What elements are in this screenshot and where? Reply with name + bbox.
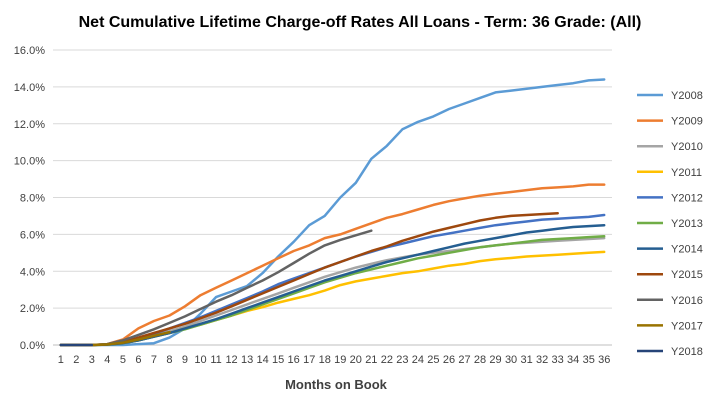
- legend: Y2008 Y2009 Y2010 Y2011 Y2012 Y2013 Y2014 Y2015…: [637, 90, 703, 358]
- x-tick-label: 1: [58, 354, 64, 366]
- legend-label: Y2014: [671, 244, 703, 256]
- x-tick-label: 5: [120, 354, 126, 366]
- legend-label: Y2012: [671, 192, 703, 204]
- y-tick-label: 2.0%: [20, 303, 45, 315]
- legend-label: Y2010: [671, 141, 703, 153]
- gridlines: [53, 49, 612, 309]
- x-tick-label: 27: [458, 354, 470, 366]
- x-tick-label: 10: [194, 354, 206, 366]
- x-tick-label: 20: [350, 354, 362, 366]
- x-tick-label: 19: [334, 354, 346, 366]
- series-line-y2008: [59, 78, 606, 347]
- y-tick-label: 10.0%: [14, 156, 45, 168]
- x-tick-label: 9: [182, 354, 188, 366]
- x-tick-label: 34: [567, 354, 579, 366]
- legend-label: Y2011: [671, 167, 702, 179]
- y-axis-tick-labels: 0.0% 2.0% 4.0% 6.0% 8.0% 10.0% 12.0% 14.0% 16.0%: [14, 45, 45, 352]
- x-tick-label: 33: [552, 354, 564, 366]
- y-tick-label: 8.0%: [20, 193, 45, 205]
- y-tick-label: 0.0%: [20, 340, 45, 352]
- legend-label: Y2016: [671, 295, 703, 307]
- chart-title: Net Cumulative Lifetime Charge-off Rates…: [79, 14, 642, 31]
- x-tick-label: 23: [396, 354, 408, 366]
- legend-label: Y2008: [671, 90, 703, 102]
- y-tick-label: 14.0%: [14, 82, 45, 94]
- x-tick-label: 21: [365, 354, 377, 366]
- y-tick-label: 6.0%: [20, 229, 45, 241]
- x-tick-label: 35: [583, 354, 595, 366]
- x-tick-label: 3: [89, 354, 95, 366]
- legend-label: Y2015: [671, 269, 703, 281]
- x-tick-label: 22: [381, 354, 393, 366]
- legend-label: Y2018: [671, 346, 703, 358]
- series-lines: [59, 78, 606, 347]
- x-tick-label: 11: [210, 354, 221, 366]
- x-tick-label: 13: [241, 354, 253, 366]
- x-tick-label: 8: [166, 354, 172, 366]
- x-tick-label: 25: [427, 354, 439, 366]
- x-tick-label: 36: [598, 354, 610, 366]
- series-line-y2010: [59, 236, 606, 347]
- x-tick-label: 17: [303, 354, 315, 366]
- x-tick-label: 24: [412, 354, 424, 366]
- x-tick-label: 12: [225, 354, 237, 366]
- legend-label: Y2009: [671, 116, 703, 128]
- x-tick-label: 15: [272, 354, 284, 366]
- y-tick-label: 16.0%: [14, 45, 45, 57]
- x-tick-label: 6: [135, 354, 141, 366]
- legend-label: Y2013: [671, 218, 703, 230]
- x-tick-label: 32: [536, 354, 548, 366]
- x-tick-label: 18: [319, 354, 331, 366]
- x-axis-title: Months on Book: [285, 377, 388, 392]
- y-tick-label: 4.0%: [20, 266, 45, 278]
- series-line-y2013: [59, 234, 606, 347]
- x-tick-label: 2: [73, 354, 79, 366]
- x-tick-label: 31: [520, 354, 532, 366]
- x-tick-label: 16: [288, 354, 300, 366]
- series-line-y2015: [59, 211, 559, 347]
- series-line-y2009: [59, 183, 606, 347]
- x-tick-label: 4: [104, 354, 110, 366]
- x-tick-label: 30: [505, 354, 517, 366]
- x-tick-label: 7: [151, 354, 157, 366]
- x-tick-label: 26: [443, 354, 455, 366]
- x-axis-tick-labels: 1 2 3 4 5 6 7 8 9 10 11 12 13 14 15 16 17 18 19 20 21 22 23 24 2…: [58, 354, 611, 366]
- x-tick-label: 29: [489, 354, 501, 366]
- y-tick-label: 12.0%: [14, 119, 45, 131]
- x-tick-label: 14: [257, 354, 269, 366]
- x-tick-label: 28: [474, 354, 486, 366]
- legend-label: Y2017: [671, 320, 703, 332]
